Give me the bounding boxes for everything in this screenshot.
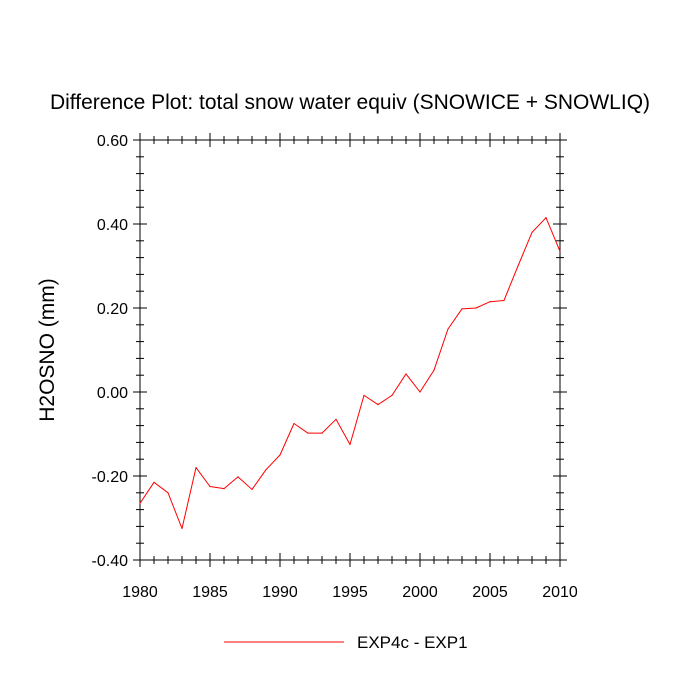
data-point bbox=[377, 404, 379, 406]
y-tick-label: -0.40 bbox=[92, 553, 129, 570]
x-tick-label: 1990 bbox=[262, 584, 298, 601]
x-tick-label: 2005 bbox=[472, 584, 508, 601]
y-tick-label: -0.20 bbox=[92, 469, 129, 486]
y-tick-labels: -0.40 -0.20 0.00 0.20 0.40 0.60 bbox=[92, 133, 129, 570]
legend-label: EXP4c - EXP1 bbox=[357, 633, 468, 652]
x-tick-label: 2000 bbox=[402, 584, 438, 601]
chart-title: Difference Plot: total snow water equiv … bbox=[50, 91, 650, 114]
data-point bbox=[433, 369, 435, 371]
data-point bbox=[461, 308, 463, 310]
data-point bbox=[223, 488, 225, 490]
data-point bbox=[307, 432, 309, 434]
data-point bbox=[391, 394, 393, 396]
data-point bbox=[419, 391, 421, 393]
data-point bbox=[363, 394, 365, 396]
data-point bbox=[293, 422, 295, 425]
data-point bbox=[167, 492, 169, 494]
legend: EXP4c - EXP1 bbox=[224, 633, 468, 652]
data-point bbox=[265, 469, 267, 471]
series-line bbox=[139, 217, 561, 529]
x-tick-label: 1980 bbox=[122, 584, 158, 601]
data-point bbox=[545, 217, 547, 219]
data-point bbox=[503, 299, 505, 302]
axis-ticks bbox=[133, 133, 567, 567]
data-point bbox=[447, 328, 449, 330]
series-layer bbox=[139, 217, 561, 530]
data-point bbox=[559, 250, 561, 252]
data-point bbox=[531, 231, 533, 233]
y-tick-label: 0.20 bbox=[97, 301, 128, 318]
plot-frame bbox=[139, 139, 561, 561]
data-point bbox=[237, 476, 239, 478]
y-tick-label: 0.60 bbox=[97, 133, 128, 150]
data-point bbox=[321, 432, 323, 434]
y-tick-label: 0.00 bbox=[97, 385, 128, 402]
data-point bbox=[475, 307, 477, 309]
data-point bbox=[181, 527, 183, 530]
x-tick-label: 2010 bbox=[542, 584, 578, 601]
x-tick-labels: 1980 1985 1990 1995 2000 2005 2010 bbox=[122, 584, 578, 601]
x-tick-label: 1995 bbox=[332, 584, 368, 601]
data-point bbox=[517, 265, 519, 267]
data-point bbox=[405, 373, 407, 375]
data-point bbox=[251, 488, 253, 491]
data-point bbox=[139, 502, 141, 504]
y-axis-label: H2OSNO (mm) bbox=[36, 278, 59, 422]
data-point bbox=[489, 301, 491, 303]
data-point bbox=[209, 485, 211, 488]
data-point bbox=[279, 454, 281, 456]
data-point bbox=[349, 443, 351, 446]
data-point bbox=[195, 467, 197, 469]
data-point bbox=[153, 481, 155, 483]
y-tick-label: 0.40 bbox=[97, 217, 128, 234]
x-tick-label: 1985 bbox=[192, 584, 228, 601]
data-point bbox=[335, 418, 337, 420]
